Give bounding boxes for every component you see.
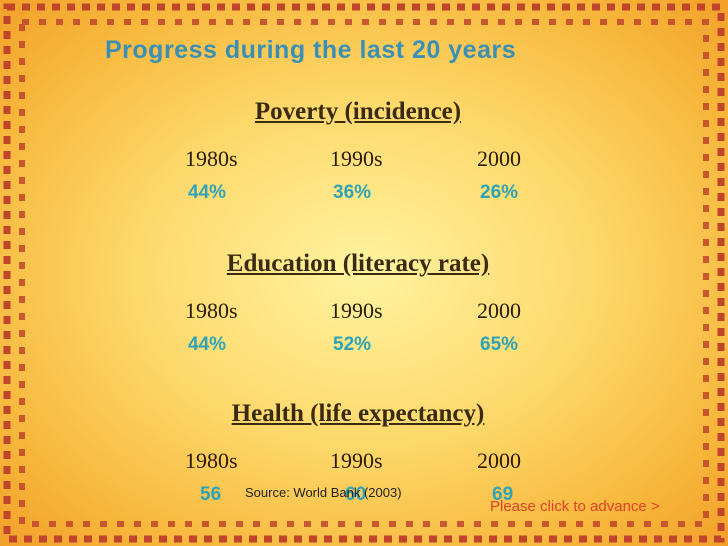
- value: 44%: [188, 334, 227, 355]
- section-heading: Health (life expectancy): [231, 400, 485, 427]
- slide-title: Progress during the last 20 years: [105, 36, 517, 64]
- section-heading: Education (literacy rate): [226, 250, 490, 277]
- value: 44%: [188, 182, 227, 203]
- year-label: 1980s: [185, 448, 238, 473]
- value: 60: [345, 484, 367, 505]
- value: 65%: [480, 334, 519, 355]
- value: 69: [492, 484, 514, 505]
- year-label: 1980s: [185, 298, 238, 323]
- year-label: 2000: [477, 146, 521, 171]
- year-label: 1990s: [330, 298, 383, 323]
- source-note: Source: World Bank (2003): [245, 485, 402, 500]
- year-label: 2000: [477, 298, 521, 323]
- value: 36%: [333, 182, 372, 203]
- year-label: 1990s: [330, 448, 383, 473]
- advance-link[interactable]: Please click to advance >: [490, 498, 660, 515]
- section-heading: Poverty (incidence): [254, 98, 462, 125]
- year-label: 1990s: [330, 146, 383, 171]
- value: 52%: [333, 334, 372, 355]
- year-label: 1980s: [185, 146, 238, 171]
- value: 56: [200, 484, 222, 505]
- value: 26%: [480, 182, 519, 203]
- year-label: 2000: [477, 448, 521, 473]
